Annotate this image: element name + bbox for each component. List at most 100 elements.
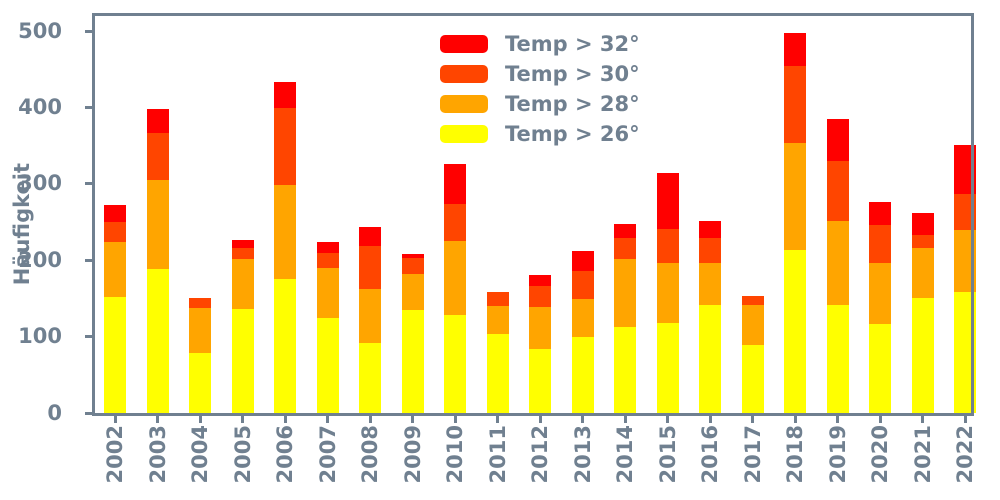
bar-segment-2012 [529,306,551,349]
bar-segment-2016 [699,262,721,306]
y-tick-mark [85,29,92,33]
x-tick-mark [241,416,244,423]
bar-segment-2013 [571,336,594,413]
y-tick-mark [85,258,92,262]
bar-segment-2011 [486,306,509,334]
bar-segment-2014 [614,223,636,239]
bar-segment-2019 [826,221,849,305]
x-tick-label: 2009 [400,425,425,484]
x-tick-label: 2020 [868,425,892,484]
legend-label: Temp > 30° [505,62,640,86]
bar-segment-2003 [146,180,169,269]
x-tick-mark [411,416,414,423]
bar-segment-2021 [911,297,934,413]
x-tick-mark [623,416,627,423]
bar-segment-2018 [784,66,806,143]
bar-segment-2020 [869,262,891,324]
y-tick-label: 100 [18,324,62,349]
y-tick-label: 0 [47,400,62,425]
x-tick-label: 2010 [443,425,467,484]
legend-swatch [440,35,488,53]
bar-segment-2008 [359,342,381,413]
bar-segment-2006 [274,184,296,280]
x-tick-mark [581,416,584,423]
bar-segment-2018 [784,32,806,67]
bar-segment-2020 [869,201,891,226]
bar-segment-2022 [954,145,976,194]
bar-segment-2009 [401,254,424,258]
y-tick-mark [85,335,92,339]
bar-segment-2005 [231,240,254,249]
x-tick-label: 2014 [613,425,637,484]
bar-segment-2005 [231,258,254,310]
bar-segment-2012 [529,348,551,413]
bar-segment-2019 [826,119,849,162]
x-tick-mark [666,416,669,423]
legend-item: Temp > 28° [440,89,640,119]
x-tick-mark [921,416,924,423]
legend-item: Temp > 32° [440,29,640,59]
bar-segment-2017 [741,296,764,306]
bar-segment-2013 [571,299,594,337]
bar-segment-2015 [656,173,679,229]
x-tick-label: 2012 [528,425,552,484]
bar-segment-2021 [911,235,934,249]
bar-segment-2004 [189,308,211,353]
bar-segment-2018 [784,249,806,413]
x-tick-label: 2008 [358,425,382,484]
bar-segment-2002 [104,204,126,223]
bar-segment-2007 [316,252,339,268]
x-tick-mark [368,416,372,423]
bar-segment-2008 [359,288,381,343]
y-tick-label: 200 [18,247,62,272]
bar-segment-2016 [699,221,721,239]
bar-segment-2010 [444,203,466,242]
bar-segment-2022 [954,292,976,413]
x-tick-mark [878,416,882,423]
bar-segment-2021 [911,248,934,298]
legend-item: Temp > 30° [440,59,640,89]
x-tick-mark [793,416,797,423]
legend-label: Temp > 28° [505,92,640,116]
legend-label: Temp > 32° [505,32,640,56]
y-tick-mark [85,182,92,186]
bar-segment-2011 [486,292,509,307]
x-tick-label: 2015 [655,425,680,484]
bar-segment-2010 [444,314,466,413]
bar-segment-2014 [614,258,636,328]
x-tick-mark [496,416,499,423]
bar-segment-2010 [444,164,466,204]
bar-segment-2003 [146,268,169,413]
x-tick-mark [836,416,839,423]
bar-segment-2008 [359,245,381,289]
bar-segment-2007 [316,318,339,413]
bar-segment-2005 [231,248,254,259]
x-tick-label: 2003 [145,425,170,484]
bar-segment-2019 [826,304,849,413]
x-tick-label: 2004 [188,425,212,484]
bar-segment-2003 [146,109,169,133]
x-tick-mark [156,416,159,423]
x-tick-label: 2013 [570,425,595,484]
x-tick-mark [963,416,967,423]
x-tick-mark [751,416,754,423]
x-tick-label: 2011 [485,425,510,484]
legend-swatch [440,125,488,143]
legend-swatch [440,95,488,113]
bar-segment-2005 [231,309,254,413]
bar-segment-2007 [316,241,339,253]
bar-segment-2017 [741,305,764,346]
bar-segment-2004 [189,352,211,413]
bar-segment-2018 [784,142,806,250]
bar-segment-2004 [189,298,211,309]
bar-segment-2002 [104,222,126,242]
bar-segment-2006 [274,279,296,413]
x-tick-label: 2002 [103,425,127,484]
x-tick-label: 2006 [273,425,297,484]
x-tick-mark [198,416,202,423]
bar-segment-2016 [699,238,721,263]
y-tick-mark [85,411,92,415]
bar-segment-2019 [826,161,849,222]
x-tick-label: 2007 [315,425,340,484]
